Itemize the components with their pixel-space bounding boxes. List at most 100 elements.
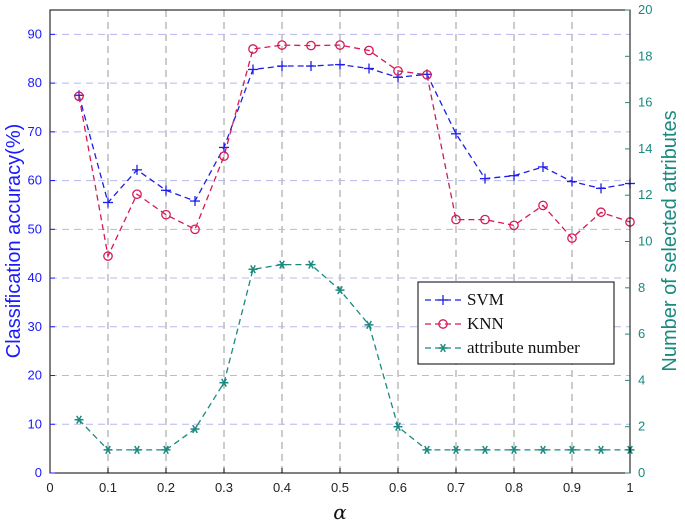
data-point-knn <box>480 214 490 225</box>
y-left-tick-label: 0 <box>35 465 42 480</box>
y-right-tick-label: 14 <box>638 141 652 156</box>
y-right-tick-label: 4 <box>638 372 645 387</box>
x-tick-label: 0.8 <box>505 480 523 495</box>
y-axis-right-label: Number of selected attributes <box>659 110 681 371</box>
data-point-attribute-number <box>161 445 171 455</box>
series-line-svm <box>78 63 631 204</box>
y-right-tick-label: 2 <box>638 419 645 434</box>
legend-marker-attribute-number <box>438 343 448 353</box>
data-point-attribute-number <box>335 285 345 295</box>
data-point-attribute-number <box>451 445 461 455</box>
y-left-tick-label: 70 <box>28 124 42 139</box>
data-point-svm <box>480 173 490 184</box>
data-point-svm <box>248 64 258 75</box>
data-point-svm <box>132 164 142 175</box>
data-point-knn <box>132 189 142 200</box>
data-point-knn <box>393 66 403 76</box>
data-point-attribute-number <box>538 445 548 455</box>
y-left-tick-label: 50 <box>28 221 42 236</box>
x-tick-label: 0.2 <box>157 480 175 495</box>
data-point-svm <box>567 176 577 187</box>
data-point-svm <box>596 183 606 194</box>
x-axis-label: α <box>333 500 347 524</box>
y-left-tick-label: 20 <box>28 368 42 383</box>
data-point-attribute-number <box>480 445 490 455</box>
x-tick-label: 0.9 <box>563 480 581 495</box>
legend-marker-svm <box>438 295 448 305</box>
data-point-attribute-number <box>103 445 113 455</box>
x-tick-label: 0.5 <box>331 480 349 495</box>
data-point-svm <box>190 196 200 207</box>
y-right-tick-label: 8 <box>638 280 645 295</box>
data-point-svm <box>103 197 113 208</box>
data-point-attribute-number <box>364 320 374 330</box>
data-point-knn <box>74 91 84 102</box>
data-point-attribute-number <box>132 445 142 455</box>
data-point-knn <box>335 40 345 50</box>
y-right-tick-label: 18 <box>638 48 652 63</box>
data-point-attribute-number <box>306 260 316 269</box>
y-axis-left-label: Classification accuracy(%) <box>3 124 25 359</box>
data-point-attribute-number <box>422 445 432 455</box>
y-right-tick-label: 20 <box>638 2 652 17</box>
legend-marker-knn <box>438 319 448 329</box>
legend-label-attribute-number: attribute number <box>467 338 580 357</box>
x-tick-label: 0.6 <box>389 480 407 495</box>
data-point-knn <box>277 40 287 50</box>
data-point-svm <box>306 61 316 72</box>
data-point-svm <box>393 72 403 83</box>
data-point-knn <box>306 40 316 51</box>
data-point-knn <box>596 207 606 218</box>
legend-box <box>417 281 615 365</box>
data-point-knn <box>103 251 113 261</box>
data-point-attribute-number <box>74 415 84 425</box>
y-left-tick-label: 90 <box>28 26 42 41</box>
y-left-tick-label: 40 <box>28 270 42 285</box>
x-tick-label: 0.3 <box>215 480 233 495</box>
y-right-tick-label: 10 <box>638 234 652 249</box>
data-point-svm <box>277 61 287 72</box>
data-point-knn <box>161 209 171 220</box>
y-left-tick-label: 10 <box>28 416 42 431</box>
x-tick-label: 0 <box>46 480 53 495</box>
legend: SVM KNN attribute number <box>417 281 615 365</box>
data-point-attribute-number <box>596 445 606 455</box>
series-line-attribute-number <box>78 263 630 451</box>
y-right-tick-label: 0 <box>638 465 645 480</box>
data-point-knn <box>364 45 374 56</box>
data-point-attribute-number <box>219 378 229 387</box>
y-left-tick-label: 30 <box>28 319 42 334</box>
y-right-tick-label: 12 <box>638 187 652 202</box>
y-right-tick-label: 16 <box>638 95 652 110</box>
axis-ticks: 0 0.1 0.2 0.3 0.4 0.5 0.6 0.7 0.8 0.9 101020304050… <box>28 2 653 495</box>
legend-label-knn: KNN <box>467 314 504 333</box>
data-point-attribute-number <box>509 445 519 455</box>
x-tick-label: 0.1 <box>99 480 117 495</box>
data-point-attribute-number <box>393 422 403 431</box>
data-point-svm <box>161 185 171 196</box>
data-point-svm <box>509 170 519 181</box>
data-point-svm <box>335 59 345 70</box>
x-tick-label: 1 <box>626 480 633 495</box>
data-point-knn <box>248 44 258 54</box>
x-tick-label: 0.7 <box>447 480 465 495</box>
data-point-knn <box>567 233 577 243</box>
data-point-knn <box>509 220 519 231</box>
data-point-attribute-number <box>248 265 258 274</box>
y-left-tick-label: 60 <box>28 173 42 188</box>
series-layer <box>74 40 635 455</box>
data-point-knn <box>219 151 229 162</box>
data-point-svm <box>451 128 461 139</box>
y-right-tick-label: 6 <box>638 326 645 341</box>
grid-lines <box>50 10 630 473</box>
data-point-svm <box>219 142 229 153</box>
data-point-knn <box>538 200 548 211</box>
data-point-svm <box>538 161 548 172</box>
series-line-knn <box>78 44 631 259</box>
data-point-svm <box>364 63 374 74</box>
data-point-attribute-number <box>277 260 287 269</box>
data-point-attribute-number <box>190 424 200 434</box>
data-point-attribute-number <box>567 445 577 455</box>
data-point-knn <box>190 224 200 235</box>
